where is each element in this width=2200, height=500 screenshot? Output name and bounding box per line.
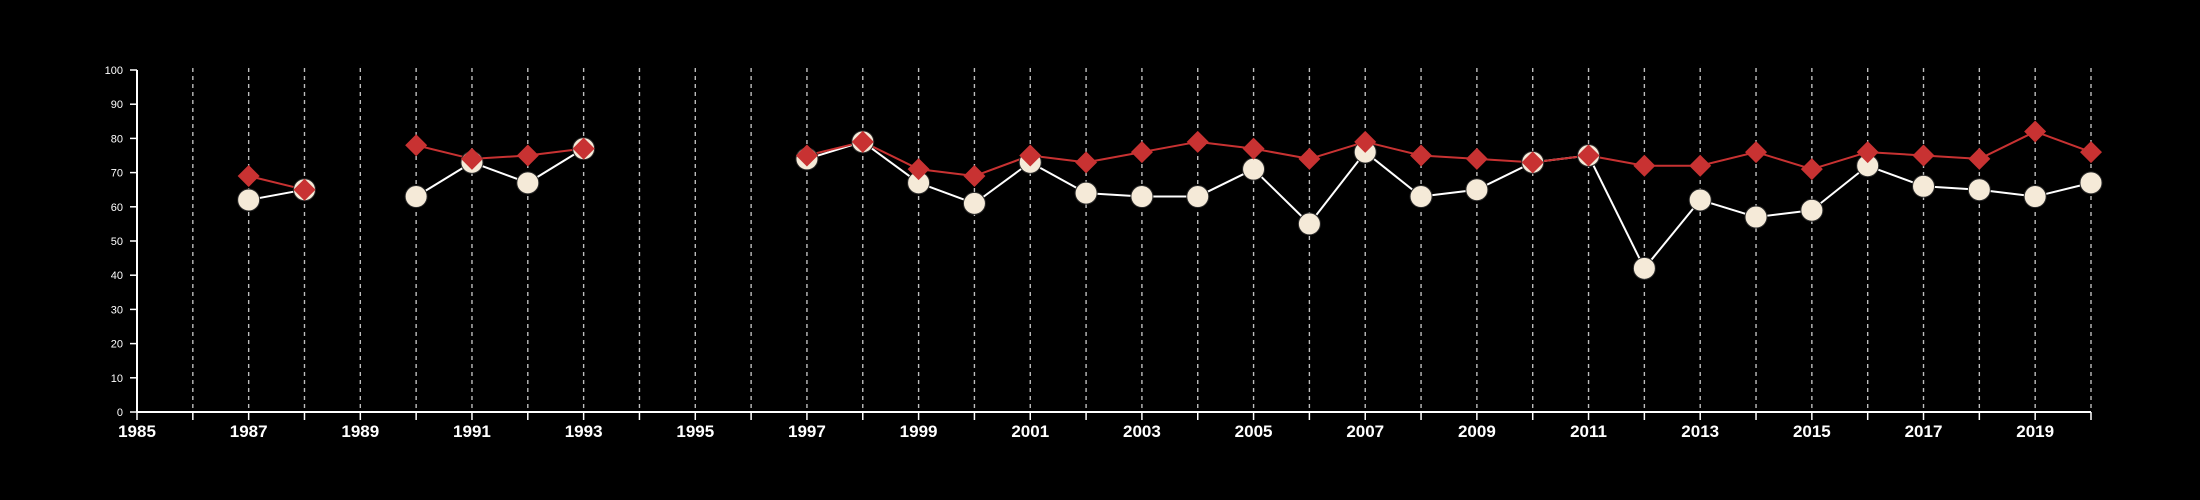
series-2-point <box>1801 158 1823 180</box>
series-1-point <box>238 189 260 211</box>
x-tick-label: 2009 <box>1458 422 1496 441</box>
series-1-point <box>1075 182 1097 204</box>
series-1-point <box>1689 189 1711 211</box>
y-tick-label: 10 <box>111 373 123 385</box>
y-tick-label: 30 <box>111 304 123 316</box>
series-1-point <box>1913 175 1935 197</box>
series-2-point <box>1075 151 1097 173</box>
series-2-point <box>1187 131 1209 153</box>
y-tick-label: 100 <box>105 65 123 77</box>
series-2-point <box>2080 141 2102 163</box>
series-2-point <box>1298 148 1320 170</box>
x-tick-label: 2019 <box>2016 422 2054 441</box>
x-tick-label: 1997 <box>788 422 826 441</box>
series-1-segment <box>1589 156 1645 269</box>
series-2-point <box>1689 155 1711 177</box>
data-series <box>238 121 2102 280</box>
series-2-point <box>2024 121 2046 143</box>
y-tick-label: 60 <box>111 202 123 214</box>
series-1-segment <box>1254 169 1310 224</box>
series-1-point <box>405 186 427 208</box>
series-2-point <box>1466 148 1488 170</box>
x-tick-label: 2007 <box>1346 422 1384 441</box>
series-1-segment <box>1644 200 1700 268</box>
series-1-segment <box>1309 152 1365 224</box>
series-2-point <box>1633 155 1655 177</box>
series-2-segment <box>2035 132 2091 153</box>
series-1-point <box>2024 186 2046 208</box>
series-1-point <box>1410 186 1432 208</box>
series-2-point <box>405 134 427 156</box>
x-tick-label: 2001 <box>1011 422 1049 441</box>
x-tick-label: 1995 <box>676 422 714 441</box>
series-2-point <box>1913 145 1935 167</box>
x-tick-label: 1985 <box>118 422 156 441</box>
series-1-point <box>1466 179 1488 201</box>
series-1-point <box>1298 213 1320 235</box>
y-tick-label: 40 <box>111 270 123 282</box>
x-tick-label: 1991 <box>453 422 491 441</box>
series-2-point <box>1968 148 1990 170</box>
y-tick-label: 0 <box>117 407 123 419</box>
series-1-point <box>1187 186 1209 208</box>
series-2-point <box>1410 145 1432 167</box>
y-tick-label: 20 <box>111 339 123 351</box>
series-2-point <box>1243 138 1265 160</box>
axes: 1985 1987 1989 1991 1993 1995 1997 1999 2001 2003… <box>105 65 2091 441</box>
series-1-point <box>1633 257 1655 279</box>
x-tick-label: 1999 <box>900 422 938 441</box>
series-2-segment <box>1979 132 2035 159</box>
y-tick-label: 90 <box>111 99 123 111</box>
series-1-point <box>1801 199 1823 221</box>
vertical-grid-lines <box>193 68 2091 412</box>
x-tick-label: 2003 <box>1123 422 1161 441</box>
series-1-point <box>2080 172 2102 194</box>
series-2-point <box>963 165 985 187</box>
x-tick-label: 2013 <box>1681 422 1719 441</box>
series-1-point <box>963 192 985 214</box>
series-1-point <box>1968 179 1990 201</box>
x-tick-label: 2017 <box>1905 422 1943 441</box>
x-tick-label: 2015 <box>1793 422 1831 441</box>
x-tick-label: 2011 <box>1570 422 1607 441</box>
y-tick-label: 70 <box>111 168 123 180</box>
series-1-point <box>1131 186 1153 208</box>
x-tick-label: 1993 <box>565 422 603 441</box>
series-2-point <box>238 165 260 187</box>
series-1-point <box>517 172 539 194</box>
series-2-point <box>1745 141 1767 163</box>
x-tick-label: 2005 <box>1235 422 1273 441</box>
series-1-point <box>1745 206 1767 228</box>
x-tick-label: 1987 <box>230 422 268 441</box>
series-2-point <box>1131 141 1153 163</box>
x-tick-label: 1989 <box>341 422 379 441</box>
y-tick-label: 80 <box>111 133 123 145</box>
series-2-point <box>517 145 539 167</box>
y-tick-label: 50 <box>111 236 123 248</box>
series-1-point <box>1243 158 1265 180</box>
